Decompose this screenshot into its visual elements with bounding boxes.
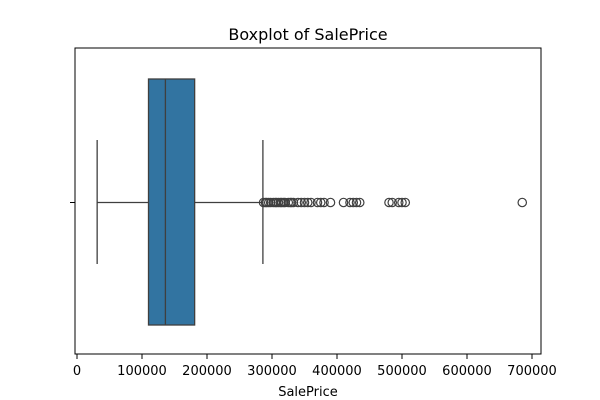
outlier-point	[400, 197, 411, 208]
iqr-box	[147, 78, 196, 326]
x-tick-label: 200000	[182, 364, 232, 379]
x-axis: 0 100000 200000 300000 400000 500000 600000 700…	[73, 354, 557, 379]
outlier-point	[293, 197, 303, 208]
chart-title: Boxplot of SalePrice	[228, 25, 387, 44]
outlier-point	[302, 197, 313, 208]
outlier-point	[348, 197, 359, 208]
x-tick-label: 300000	[247, 364, 297, 379]
outlier-point	[354, 197, 365, 208]
outlier-point	[517, 197, 528, 208]
outlier-point	[299, 197, 310, 208]
outlier-point	[319, 197, 329, 208]
outlier-point	[306, 197, 316, 208]
x-tick-label: 500000	[377, 364, 427, 379]
plot-area-frame	[74, 47, 542, 355]
outlier-point	[315, 197, 326, 208]
outlier-point	[312, 197, 323, 208]
outlier-point	[393, 197, 404, 208]
outlier-point	[345, 197, 355, 208]
x-tick-label: 100000	[117, 364, 167, 379]
box-group	[96, 78, 264, 326]
outlier-point	[397, 197, 407, 208]
outlier-points	[258, 197, 528, 208]
outlier-point	[384, 197, 394, 208]
outlier-point	[351, 197, 362, 208]
x-tick-label: 0	[73, 364, 81, 379]
x-tick-label: 700000	[507, 364, 557, 379]
x-tick-label: 600000	[442, 364, 492, 379]
x-axis-label: SalePrice	[278, 385, 338, 400]
x-tick-label: 400000	[312, 364, 362, 379]
outlier-point	[387, 197, 398, 208]
outlier-point	[338, 197, 349, 208]
outlier-point	[296, 197, 307, 208]
outlier-point	[325, 197, 336, 208]
